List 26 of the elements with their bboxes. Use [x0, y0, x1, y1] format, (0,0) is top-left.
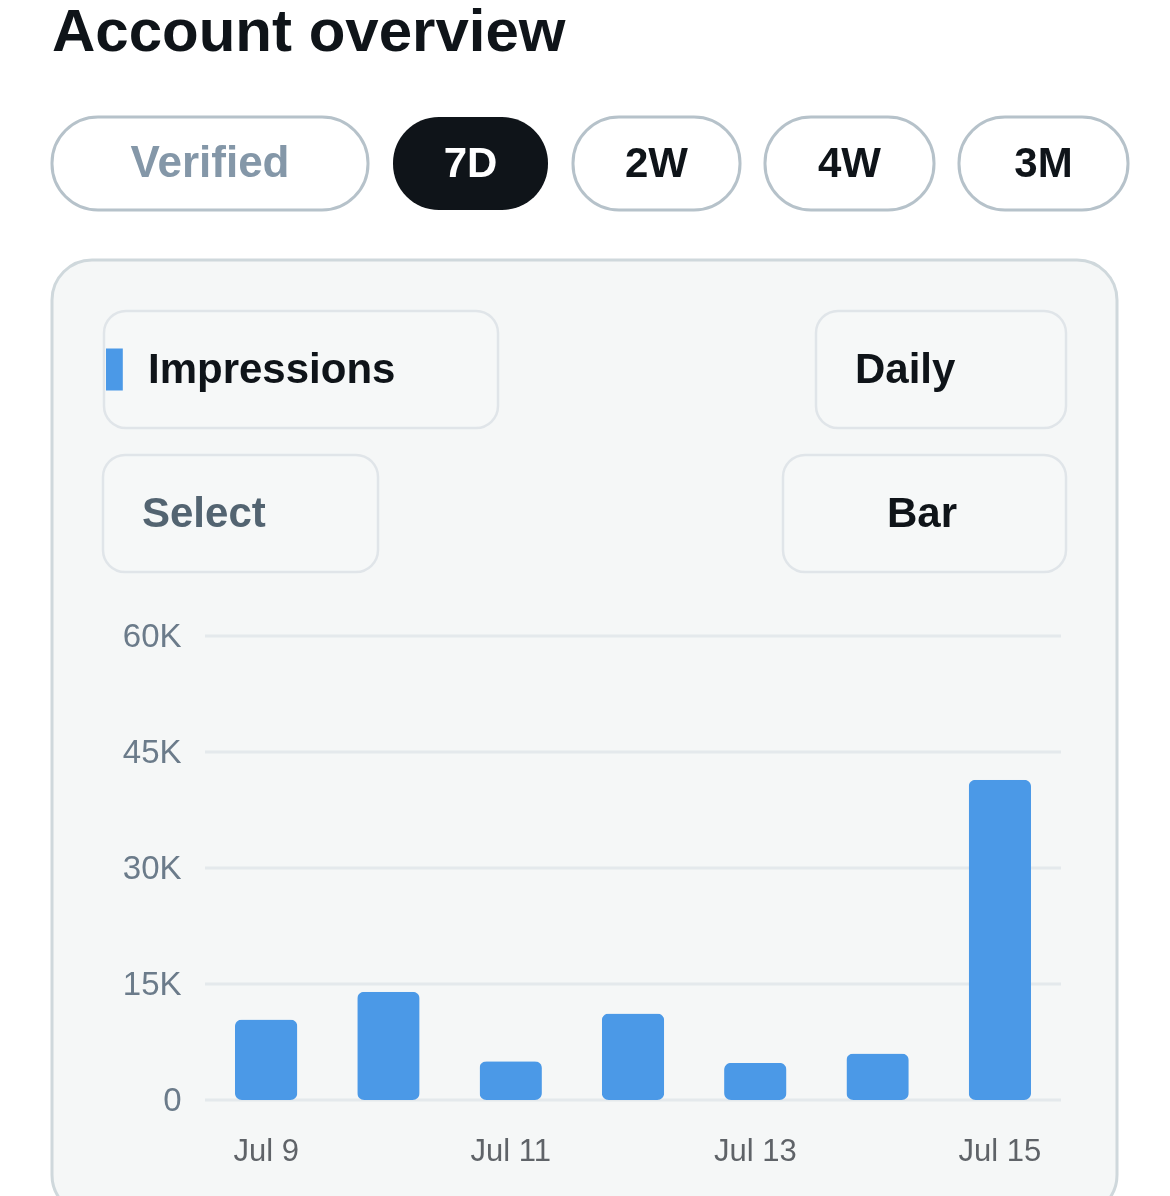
y-tick-label: 15K [122, 964, 182, 1002]
text: 4W [818, 138, 882, 186]
text: Bar [887, 488, 958, 536]
bar [724, 1062, 787, 1100]
y-tick-label: 45K [122, 732, 182, 770]
bar [601, 1013, 665, 1100]
text: 3M [1014, 138, 1073, 186]
y-tick-label: 30K [122, 848, 182, 886]
chart-title: Account overview [52, 0, 566, 64]
x-tick-label: Jul 9 [233, 1132, 299, 1168]
bar [479, 1061, 542, 1100]
text: 7D [443, 138, 498, 186]
text: 2W [625, 138, 689, 186]
legend-label: Impressions [148, 344, 396, 392]
x-tick-label: Jul 13 [713, 1132, 797, 1168]
text: Verified [130, 136, 290, 186]
bar [234, 1019, 298, 1100]
bar [968, 779, 1032, 1100]
bar [357, 991, 420, 1100]
y-tick-label: 60K [122, 616, 182, 654]
text: Select [142, 488, 266, 536]
x-tick-label: Jul 15 [958, 1132, 1042, 1168]
y-tick-label: 0 [163, 1080, 182, 1118]
bar [846, 1053, 909, 1100]
x-tick-label: Jul 11 [470, 1132, 551, 1168]
text: Daily [855, 344, 957, 392]
